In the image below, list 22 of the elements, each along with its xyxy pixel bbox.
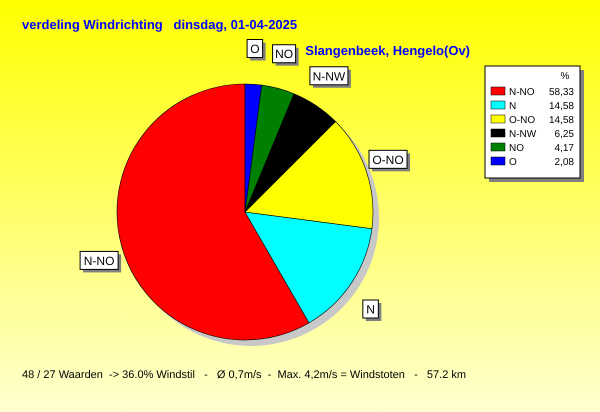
legend-label: O <box>509 157 517 168</box>
legend-label: N <box>509 101 516 112</box>
slice-label: O <box>250 42 260 56</box>
text: 48 / 27 Waarden -> 36.0% Windstil - Ø 0,7m/s - Max. 4,2m/s = Windstoten - 57.2 km <box>22 369 466 381</box>
legend-label: O-NO <box>509 115 536 126</box>
data-label: 4,17 <box>554 143 574 154</box>
slice-label: N-NW <box>312 69 346 84</box>
slice-label: NO <box>275 47 294 62</box>
legend-label: NO <box>509 143 524 154</box>
legend-label: N-NO <box>509 87 535 98</box>
slice-label: O-NO <box>372 152 404 167</box>
data-label: 6,25 <box>554 129 574 140</box>
chart-title: verdeling Windrichting dinsdag, 01-04-2025 <box>22 17 298 32</box>
chart-subtitle: Slangenbeek, Hengelo(Ov) <box>305 43 470 58</box>
data-label: 2,08 <box>554 157 574 168</box>
legend-label: N-NW <box>509 129 537 140</box>
slice-label: N <box>366 302 375 317</box>
data-label: 14,58 <box>548 101 574 112</box>
data-label: 58,33 <box>548 87 574 98</box>
slice-label: N-NO <box>84 254 114 268</box>
legend-title: % <box>560 71 570 82</box>
data-label: 14,58 <box>548 115 574 126</box>
